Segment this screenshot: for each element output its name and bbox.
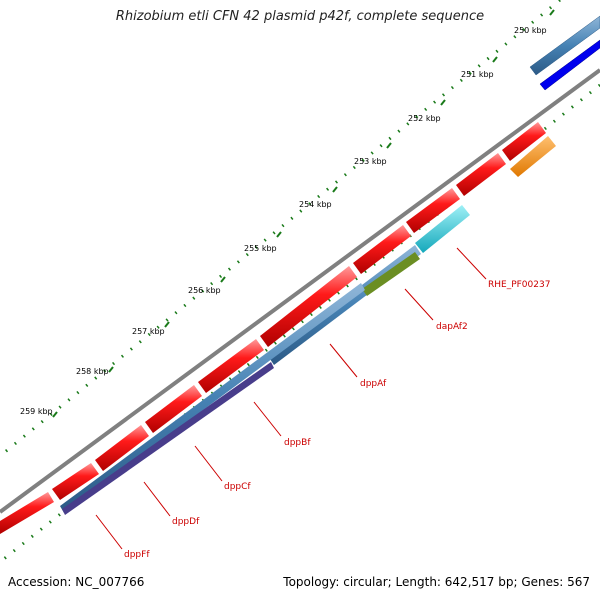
summary-text: Topology: circular; Length: 642,517 bp; … xyxy=(283,575,590,589)
cds-4 xyxy=(353,225,411,274)
gene-label-dppCf: dppCf xyxy=(224,482,251,492)
major-tick-257 xyxy=(164,321,170,328)
gene-label-dppDf: dppDf xyxy=(172,517,200,527)
kbp-label-256: 256 kbp xyxy=(188,286,221,295)
callout-line-RHE_PF00237 xyxy=(456,247,487,280)
cds-track xyxy=(0,122,546,534)
kbp-label-253: 253 kbp xyxy=(354,157,387,166)
kbp-label-254: 254 kbp xyxy=(299,200,332,209)
kbp-label-257: 257 kbp xyxy=(132,327,165,336)
accession-text: Accession: NC_007766 xyxy=(8,575,145,589)
kbp-label-252: 252 kbp xyxy=(408,114,441,123)
major-tick-251 xyxy=(492,56,498,63)
outer-ticks xyxy=(0,0,561,458)
kbp-label-250: 250 kbp xyxy=(514,26,547,35)
map-title: Rhizobium etli CFN 42 plasmid p42f, comp… xyxy=(115,9,485,24)
kbp-label-258: 258 kbp xyxy=(76,367,109,376)
kbp-label-255: 255 kbp xyxy=(244,244,277,253)
gene-callouts: RHE_PF00237 dapAf2 dppAf dppBf dppCf dpp… xyxy=(95,247,550,560)
outer-feature-track xyxy=(529,15,600,91)
inner-feature-track xyxy=(60,136,556,515)
kbp-label-259: 259 kbp xyxy=(20,407,53,416)
gene-label-dapAf2: dapAf2 xyxy=(436,322,468,332)
cds-5 xyxy=(260,266,357,347)
cds-2 xyxy=(456,153,506,196)
gene-label-RHE_PF00237: RHE_PF00237 xyxy=(488,280,550,290)
gene-label-dppBf: dppBf xyxy=(284,438,311,448)
feature-blue-long xyxy=(60,283,365,513)
feature-cyan xyxy=(415,205,470,253)
major-tick-253 xyxy=(386,142,392,149)
kbp-scale: 250 kbp 251 kbp 252 kbp 253 kbp 254 kbp … xyxy=(20,9,555,418)
cds-10 xyxy=(0,492,54,534)
major-tick-256 xyxy=(220,276,226,283)
callout-line-dapAf2 xyxy=(404,288,434,321)
cds-1 xyxy=(502,122,546,161)
cds-6 xyxy=(198,339,264,393)
major-tick-259 xyxy=(52,411,58,418)
callout-line-dppDf xyxy=(143,481,171,517)
major-tick-254 xyxy=(332,186,338,193)
callout-line-dppBf xyxy=(253,401,282,437)
kbp-label-251: 251 kbp xyxy=(461,70,494,79)
callout-line-dppFf xyxy=(95,514,123,550)
feature-slate xyxy=(62,362,274,515)
major-tick-252 xyxy=(440,99,446,106)
cds-3 xyxy=(406,188,460,233)
cds-9 xyxy=(52,463,99,500)
outer-tick-track xyxy=(0,0,561,458)
feature-blue-250 xyxy=(529,15,600,76)
major-tick-250 xyxy=(549,9,555,16)
feature-darkblue-251 xyxy=(539,39,600,91)
major-tick-258 xyxy=(108,366,114,373)
callout-line-dppAf xyxy=(329,343,358,378)
feature-olive xyxy=(362,252,420,296)
cds-8 xyxy=(95,425,149,471)
feature-orange xyxy=(510,136,556,177)
gene-label-dppFf: dppFf xyxy=(124,550,150,560)
major-tick-255 xyxy=(276,231,282,238)
gene-label-dppAf: dppAf xyxy=(360,379,387,389)
backbone-line xyxy=(0,68,600,514)
callout-line-dppCf xyxy=(194,445,223,482)
cds-7 xyxy=(145,385,202,433)
